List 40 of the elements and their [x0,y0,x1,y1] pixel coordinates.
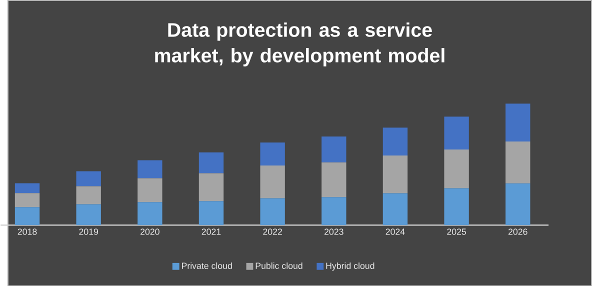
bar [260,198,285,225]
bar [198,173,224,202]
x-tick-label: 2023 [324,228,344,235]
bar [14,193,40,207]
x-tick-label: 2018 [18,228,37,235]
x-tick-label: 2025 [447,228,466,235]
x-tick-label: 2022 [263,228,282,235]
legend-label: Public cloud [256,262,302,269]
x-tick-label: 2019 [79,228,98,235]
bar [382,193,408,225]
bar [444,116,469,150]
bar [322,197,346,225]
bar [382,155,408,194]
chart-title: Data protection as a service market, by development model [155,22,444,66]
bar [138,178,162,202]
bar [322,136,346,162]
bar [322,162,346,198]
x-tick-label: 2026 [508,228,528,235]
bar [76,186,101,204]
bar [260,142,285,166]
bar [506,183,530,225]
bar [138,160,162,178]
bar [444,188,469,225]
bar [382,127,408,156]
x-tick-label: 2020 [140,228,160,235]
bar [138,202,162,225]
bar [444,149,469,188]
bar [506,141,530,184]
bar [76,171,101,186]
bar [76,204,101,225]
bar [14,183,40,194]
bar [14,206,40,225]
x-tick-label: 2021 [202,228,221,235]
bar [198,201,224,225]
legend-label: Private cloud [182,262,232,269]
bar [506,104,530,142]
legend-label: Hybrid cloud [326,262,374,271]
bar [198,152,224,174]
bar [260,165,285,198]
x-tick-label: 2024 [386,228,405,235]
